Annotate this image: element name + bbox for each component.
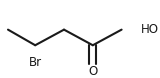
Text: O: O — [88, 65, 97, 78]
Text: HO: HO — [141, 23, 159, 36]
Text: Br: Br — [29, 56, 42, 69]
